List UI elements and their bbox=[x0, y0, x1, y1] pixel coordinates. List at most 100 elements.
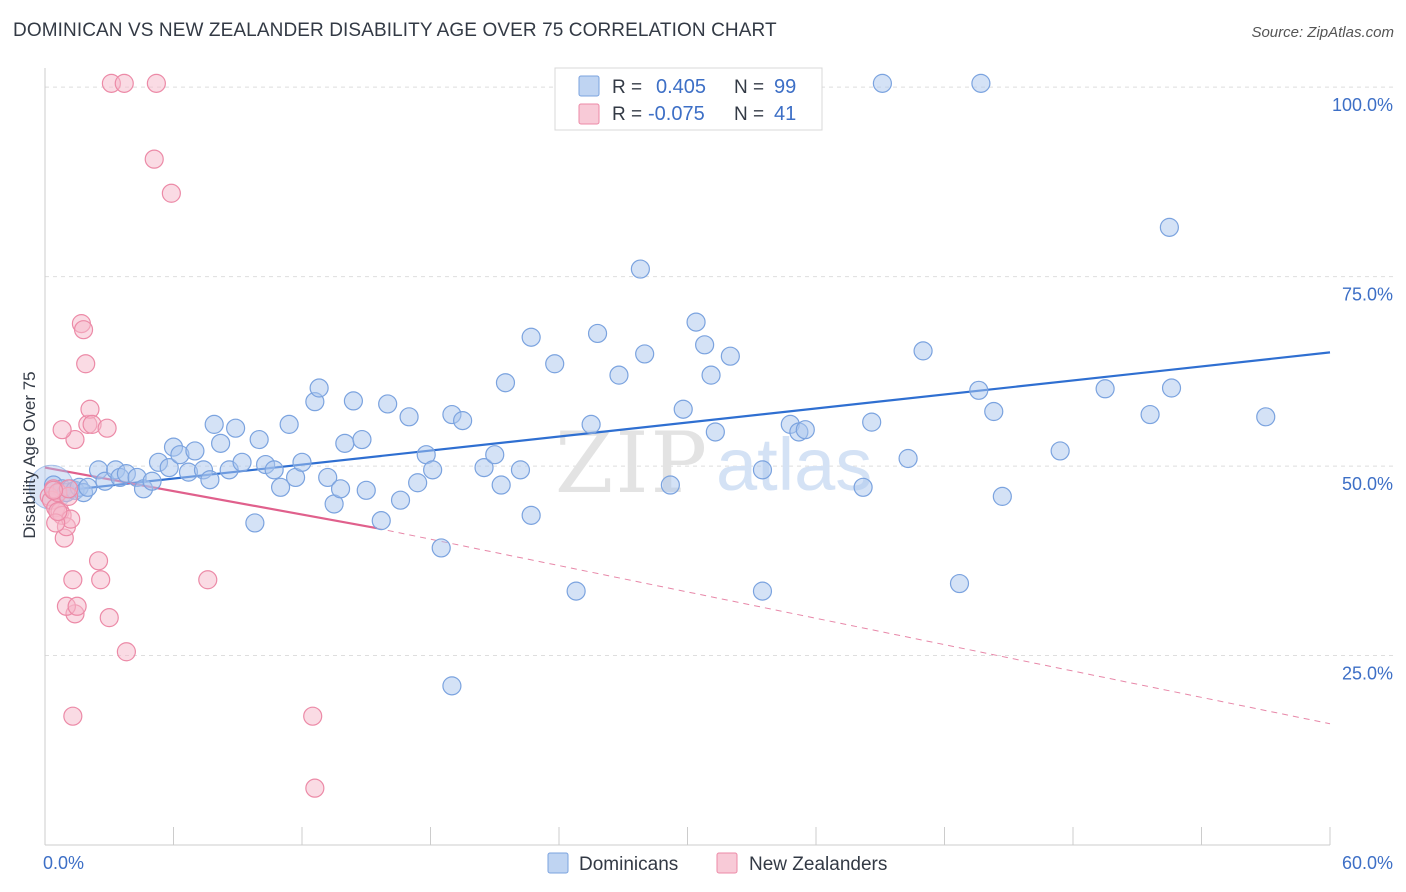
point-new-zealanders bbox=[63, 570, 83, 590]
point-dominicans bbox=[78, 477, 98, 497]
point-dominicans bbox=[442, 676, 462, 696]
point-dominicans bbox=[587, 323, 608, 344]
point-dominicans bbox=[200, 470, 220, 490]
y-tick-label: 25.0% bbox=[1342, 664, 1393, 684]
point-new-zealanders bbox=[48, 501, 68, 522]
series-legend-label-dominicans: Dominicans bbox=[579, 854, 678, 875]
point-new-zealanders bbox=[88, 551, 109, 571]
series-legend: Dominicans New Zealanders bbox=[547, 852, 887, 875]
point-dominicans bbox=[245, 513, 265, 533]
point-dominicans bbox=[249, 429, 269, 450]
point-dominicans bbox=[270, 477, 291, 497]
point-dominicans bbox=[1050, 441, 1070, 461]
point-dominicans bbox=[913, 341, 933, 361]
point-dominicans bbox=[673, 399, 693, 419]
point-dominicans bbox=[335, 433, 355, 453]
point-new-zealanders bbox=[67, 596, 87, 616]
point-dominicans bbox=[545, 354, 565, 374]
point-dominicans bbox=[898, 448, 918, 469]
point-dominicans bbox=[292, 452, 312, 472]
point-dominicans bbox=[1159, 217, 1179, 237]
point-dominicans bbox=[853, 477, 873, 497]
point-dominicans bbox=[318, 467, 338, 488]
legend-n-label-0: N = bbox=[734, 77, 764, 98]
point-dominicans bbox=[1095, 379, 1115, 399]
point-dominicans bbox=[566, 581, 586, 601]
point-dominicans bbox=[701, 365, 721, 385]
series-legend-swatch-dominicans bbox=[547, 852, 569, 874]
point-dominicans bbox=[630, 259, 650, 279]
point-dominicans bbox=[453, 411, 473, 431]
point-new-zealanders bbox=[114, 73, 134, 93]
legend-r-label-1: R = bbox=[612, 104, 642, 125]
series-legend-swatch-new-zealanders bbox=[716, 852, 738, 874]
point-dominicans bbox=[862, 412, 882, 432]
point-dominicans bbox=[949, 573, 970, 594]
axes bbox=[44, 68, 1331, 846]
point-dominicans bbox=[686, 312, 706, 332]
point-dominicans bbox=[992, 486, 1012, 506]
point-new-zealanders bbox=[305, 778, 325, 798]
point-new-zealanders bbox=[73, 320, 94, 340]
point-new-zealanders bbox=[65, 429, 85, 450]
legend-swatch-dominicans bbox=[578, 75, 600, 97]
point-dominicans bbox=[474, 457, 494, 478]
point-dominicans bbox=[872, 73, 892, 93]
point-dominicans bbox=[609, 365, 629, 385]
series-legend-label-new-zealanders: New Zealanders bbox=[749, 854, 887, 875]
legend-n-label-1: N = bbox=[734, 104, 764, 125]
point-new-zealanders bbox=[161, 183, 181, 203]
point-new-zealanders bbox=[198, 570, 218, 590]
point-new-zealanders bbox=[97, 418, 117, 438]
point-dominicans bbox=[521, 505, 541, 525]
point-dominicans bbox=[399, 407, 419, 427]
point-dominicans bbox=[969, 380, 989, 400]
legend-r-label-0: R = bbox=[612, 77, 642, 98]
point-dominicans bbox=[142, 471, 162, 491]
point-dominicans bbox=[695, 335, 715, 355]
stats-legend: R = 0.405 N = 99 R = -0.075 N = 41 bbox=[554, 67, 823, 131]
legend-swatch-new-zealanders bbox=[578, 103, 600, 125]
point-dominicans bbox=[581, 414, 601, 434]
grid-lines bbox=[45, 86, 1395, 657]
chart-title: DOMINICAN VS NEW ZEALANDER DISABILITY AG… bbox=[13, 20, 777, 41]
point-new-zealanders bbox=[144, 149, 164, 169]
point-dominicans bbox=[204, 414, 224, 434]
point-dominicans bbox=[309, 378, 329, 398]
point-new-zealanders bbox=[52, 420, 72, 440]
point-dominicans bbox=[660, 475, 680, 495]
point-dominicans bbox=[330, 479, 351, 499]
data-points bbox=[28, 73, 1276, 798]
point-dominicans bbox=[279, 414, 299, 434]
point-dominicans bbox=[408, 473, 428, 493]
point-dominicans bbox=[720, 346, 740, 366]
legend-r-value-1: -0.075 bbox=[648, 103, 705, 125]
x-tick-min: 0.0% bbox=[43, 853, 84, 873]
point-dominicans bbox=[752, 581, 773, 601]
point-dominicans bbox=[491, 475, 511, 495]
y-tick-label: 100.0% bbox=[1332, 95, 1393, 115]
point-new-zealanders bbox=[146, 73, 166, 93]
point-dominicans bbox=[264, 460, 284, 480]
point-dominicans bbox=[521, 327, 541, 347]
point-dominicans bbox=[984, 401, 1004, 422]
point-dominicans bbox=[390, 490, 411, 510]
y-tick-labels: 25.0% 50.0% 75.0% 100.0% bbox=[1332, 95, 1393, 683]
point-dominicans bbox=[1161, 378, 1182, 398]
x-tick-max: 60.0% bbox=[1342, 853, 1393, 873]
point-dominicans bbox=[211, 433, 231, 453]
legend-r-value-0: 0.405 bbox=[656, 76, 706, 98]
point-dominicans bbox=[495, 373, 516, 393]
point-dominicans bbox=[795, 420, 815, 440]
point-new-zealanders bbox=[76, 354, 96, 374]
point-dominicans bbox=[971, 73, 991, 93]
point-dominicans bbox=[378, 394, 398, 414]
point-dominicans bbox=[752, 460, 773, 480]
point-new-zealanders bbox=[99, 608, 119, 628]
point-dominicans bbox=[343, 391, 363, 411]
watermark-zip: ZIP bbox=[555, 414, 709, 512]
point-new-zealanders bbox=[43, 480, 64, 500]
y-tick-label: 50.0% bbox=[1342, 474, 1393, 494]
point-dominicans bbox=[356, 480, 376, 500]
